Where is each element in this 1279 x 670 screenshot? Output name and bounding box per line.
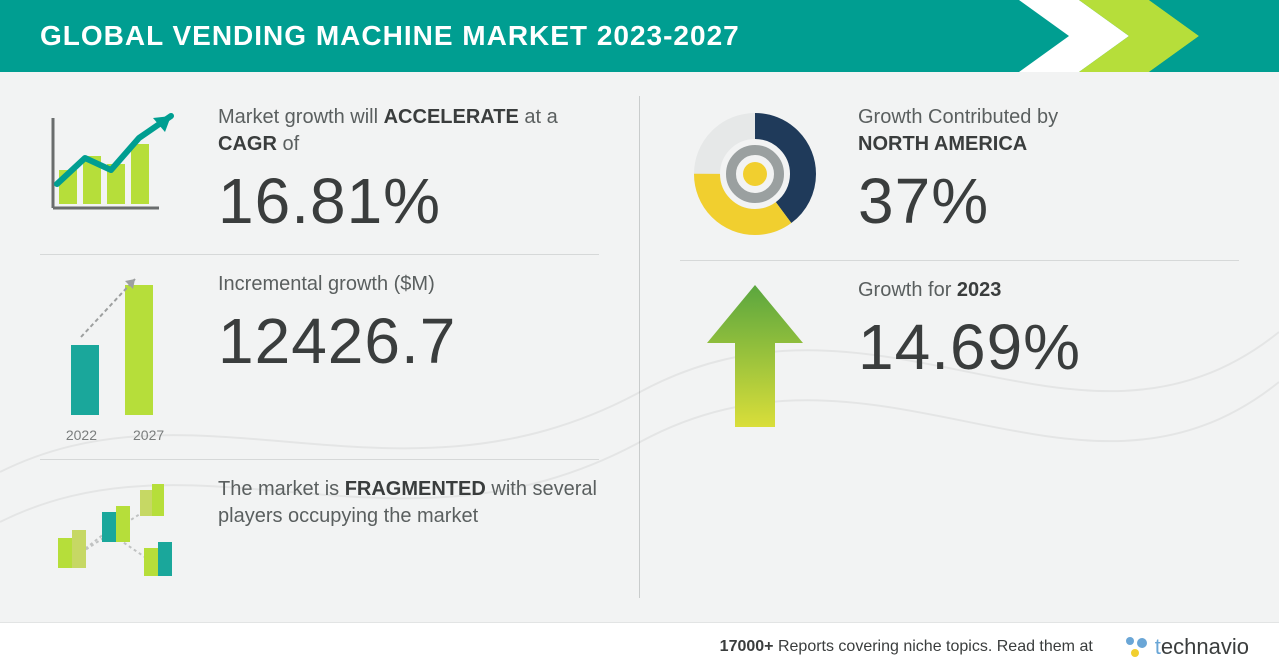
- row-divider: [680, 260, 1239, 261]
- cagr-cell: Market growth will ACCELERATE at a CAGR …: [40, 90, 599, 252]
- footer-count: 17000+: [720, 638, 774, 655]
- region-text: Growth Contributed by NORTH AMERICA 37%: [858, 104, 1239, 238]
- row-divider: [40, 254, 599, 255]
- fragmented-bold: FRAGMENTED: [345, 478, 486, 500]
- year-growth-pre: Growth for: [858, 279, 957, 301]
- cagr-intro-bold: ACCELERATE: [384, 106, 519, 128]
- page-title: GLOBAL VENDING MACHINE MARKET 2023-2027: [40, 20, 740, 52]
- incremental-label: Incremental growth ($M): [218, 271, 599, 298]
- fragmented-text: The market is FRAGMENTED with several pl…: [218, 476, 599, 530]
- content-area: Market growth will ACCELERATE at a CAGR …: [0, 72, 1279, 622]
- year-growth-bold: 2023: [957, 279, 1002, 301]
- up-arrow-icon: [680, 277, 830, 437]
- growth-chart-icon: [40, 104, 190, 214]
- fragmented-cell: The market is FRAGMENTED with several pl…: [40, 462, 599, 600]
- region-intro-bold: NORTH AMERICA: [858, 133, 1027, 155]
- cagr-value: 16.81%: [218, 164, 599, 238]
- cagr-intro-pre: Market growth will: [218, 106, 384, 128]
- year-growth-cell: Growth for 2023 14.69%: [680, 263, 1239, 451]
- fragmented-pre: The market is: [218, 478, 345, 500]
- bar-year-labels: 2022 2027: [66, 427, 164, 443]
- incremental-text: Incremental growth ($M) 12426.7: [218, 271, 599, 378]
- cagr-intro-bold2: CAGR: [218, 133, 277, 155]
- header-decor-chevrons: [1019, 0, 1279, 72]
- incremental-cell: 2022 2027 Incremental growth ($M) 12426.…: [40, 257, 599, 457]
- footer-rest: Reports covering niche topics. Read them…: [774, 638, 1093, 655]
- two-bar-icon: 2022 2027: [40, 271, 190, 443]
- header-bar: GLOBAL VENDING MACHINE MARKET 2023-2027: [0, 0, 1279, 72]
- year-a-label: 2022: [66, 427, 97, 443]
- brand-dots-icon: [1123, 634, 1149, 660]
- incremental-value: 12426.7: [218, 304, 599, 378]
- region-value: 37%: [858, 164, 1239, 238]
- cagr-text: Market growth will ACCELERATE at a CAGR …: [218, 104, 599, 238]
- row-divider: [40, 459, 599, 460]
- region-intro-pre: Growth Contributed by: [858, 106, 1058, 128]
- brand-name: technavio: [1155, 634, 1249, 660]
- left-column: Market growth will ACCELERATE at a CAGR …: [0, 72, 639, 622]
- cagr-intro-post: of: [277, 133, 299, 155]
- region-cell: Growth Contributed by NORTH AMERICA 37%: [680, 90, 1239, 258]
- donut-chart-icon: [680, 104, 830, 244]
- brand-rest: echnavio: [1161, 634, 1249, 659]
- year-growth-text: Growth for 2023 14.69%: [858, 277, 1239, 384]
- footer-text: 17000+ Reports covering niche topics. Re…: [720, 638, 1093, 656]
- brand-logo: technavio: [1123, 634, 1249, 660]
- footer-bar: 17000+ Reports covering niche topics. Re…: [0, 622, 1279, 670]
- cagr-intro-mid: at a: [519, 106, 558, 128]
- year-growth-value: 14.69%: [858, 310, 1239, 384]
- buildings-network-icon: [40, 476, 190, 586]
- right-column: Growth Contributed by NORTH AMERICA 37%: [640, 72, 1279, 622]
- year-b-label: 2027: [133, 427, 164, 443]
